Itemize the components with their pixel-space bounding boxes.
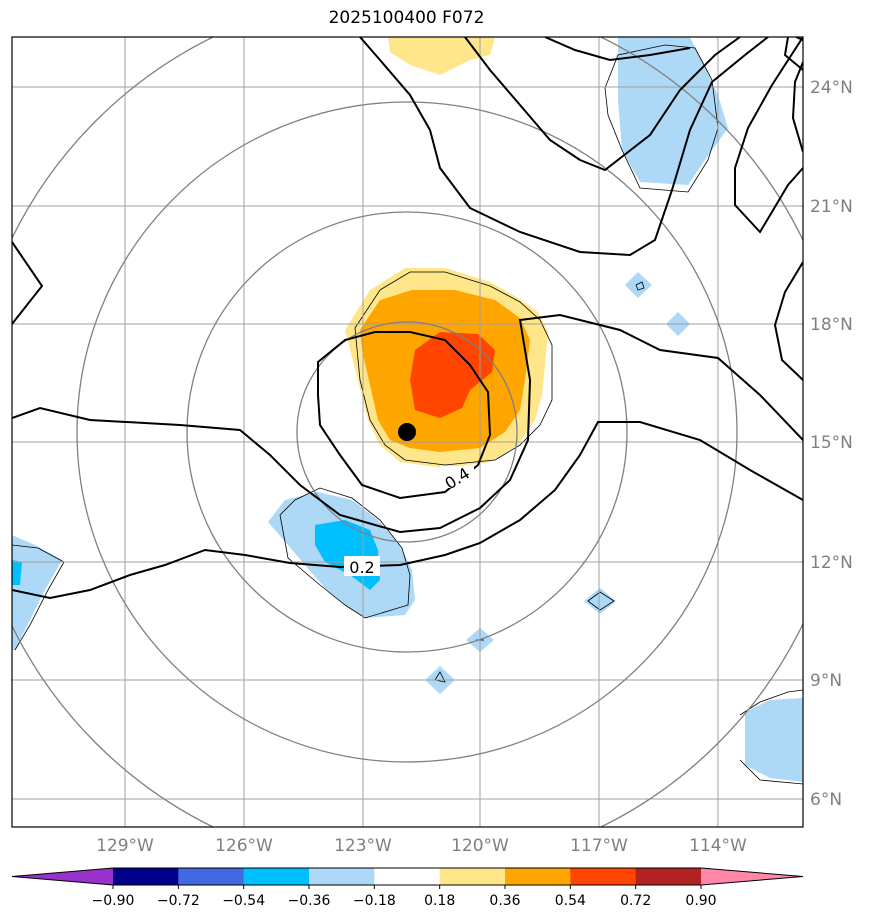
- colorbar-segment: [243, 868, 310, 885]
- colorbar-tick-label: −0.18: [353, 893, 396, 909]
- lat-label-18N: 18°N: [810, 315, 853, 335]
- colorbar-segment: [439, 868, 506, 885]
- colorbar-tick-label: 0.18: [424, 893, 455, 909]
- colorbar-tick-label: −0.36: [288, 893, 331, 909]
- latitude-labels: 24°N 21°N 18°N 15°N 12°N 9°N 6°N: [810, 78, 853, 810]
- map-area: [12, 37, 803, 827]
- colorbar-extend-low: [12, 868, 113, 885]
- lat-label-15N: 15°N: [810, 433, 853, 453]
- colorbar-segment: [570, 868, 637, 885]
- lon-label-120W: 120°W: [451, 836, 509, 856]
- colorbar-tick-label: −0.90: [92, 893, 135, 909]
- negative-anomaly-fill: [12, 37, 803, 782]
- colorbar-segment: [178, 868, 245, 885]
- lat-label-6N: 6°N: [810, 790, 842, 810]
- lat-label-24N: 24°N: [810, 78, 853, 98]
- lat-label-21N: 21°N: [810, 197, 853, 217]
- map-frame: [11, 36, 804, 828]
- lon-label-117W: 117°W: [570, 836, 628, 856]
- lon-label-126W: 126°W: [215, 836, 273, 856]
- field-contours: [12, 37, 803, 600]
- colorbar-segment: [374, 868, 441, 885]
- colorbar-tick-label: 0.90: [685, 893, 716, 909]
- colorbar-tick-label: 0.72: [620, 893, 651, 909]
- colorbar-segment: [635, 868, 702, 885]
- gridlines: [12, 37, 803, 827]
- lon-label-123W: 123°W: [334, 836, 392, 856]
- contour-label-0.2: 0.2: [349, 558, 374, 577]
- colorbar-segment: [505, 868, 571, 885]
- colorbar-segment: [113, 868, 179, 885]
- colorbar-tick-label: 0.36: [489, 893, 520, 909]
- colorbar-segment: [309, 868, 375, 885]
- colorbar-extend-high: [701, 868, 803, 885]
- colorbar-tick-label: −0.72: [157, 893, 200, 909]
- plot-title: 2025100400 F072: [328, 8, 485, 28]
- colorbar-tick-label: 0.54: [555, 893, 586, 909]
- longitude-labels: 129°W 126°W 123°W 120°W 117°W 114°W: [96, 836, 747, 856]
- storm-center-marker: [398, 423, 416, 441]
- colorbar-tick-label: −0.54: [222, 893, 265, 909]
- lon-label-129W: 129°W: [96, 836, 154, 856]
- positive-anomaly-fill: [345, 37, 548, 468]
- lat-label-9N: 9°N: [810, 671, 842, 691]
- range-rings: [12, 37, 803, 827]
- lat-label-12N: 12°N: [810, 553, 853, 573]
- lon-label-114W: 114°W: [689, 836, 747, 856]
- colorbar: −0.90 −0.72 −0.54 −0.36 −0.18 0.18 0.36 0.54 0.7…: [11, 867, 804, 909]
